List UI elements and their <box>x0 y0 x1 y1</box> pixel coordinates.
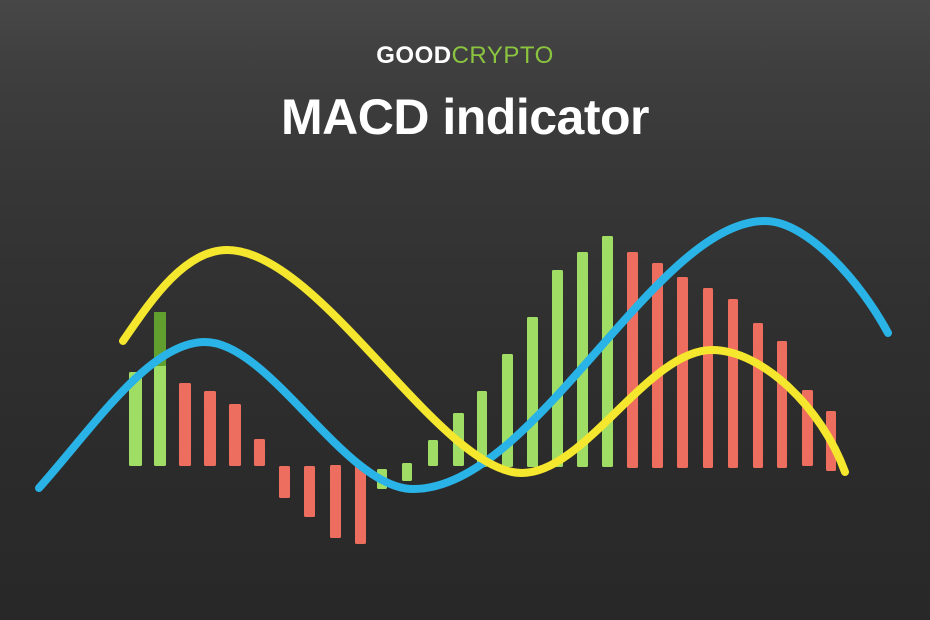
histogram-bar-green <box>577 252 588 467</box>
histogram-bar-red <box>204 391 216 466</box>
histogram-bar-red <box>652 263 663 468</box>
logo-crypto-text: CRYPTO <box>451 42 554 69</box>
histogram-bar-red <box>179 383 191 466</box>
page-title: MACD indicator <box>281 89 650 145</box>
histogram-bar-green <box>552 270 563 467</box>
macd-line <box>35 216 892 494</box>
histogram-bar-red <box>677 277 688 468</box>
histogram-bar-green <box>527 317 538 467</box>
histogram-bar-red <box>627 252 638 468</box>
histogram-bar-red <box>254 439 265 466</box>
histogram-bar-red <box>229 404 241 466</box>
histogram-bar-green <box>477 391 487 467</box>
histogram-bar-green <box>402 463 412 481</box>
histogram-bar-green <box>129 372 142 466</box>
histogram-bar-green <box>428 440 438 466</box>
histogram-bar-red <box>330 465 341 538</box>
histogram-bar-red <box>304 466 315 517</box>
logo-good-text: GOOD <box>376 42 452 69</box>
goodcrypto-logo: GOODCRYPTO <box>0 44 930 68</box>
histogram-bar-green <box>602 236 613 467</box>
histogram-bar-red <box>753 323 763 468</box>
histogram-bar-red <box>355 464 366 544</box>
histogram-bar-red <box>703 288 713 468</box>
signal-line <box>119 245 849 478</box>
histogram-bar-red <box>728 299 738 468</box>
histogram-bar-red <box>279 466 290 498</box>
histogram-bar-red <box>777 341 787 468</box>
